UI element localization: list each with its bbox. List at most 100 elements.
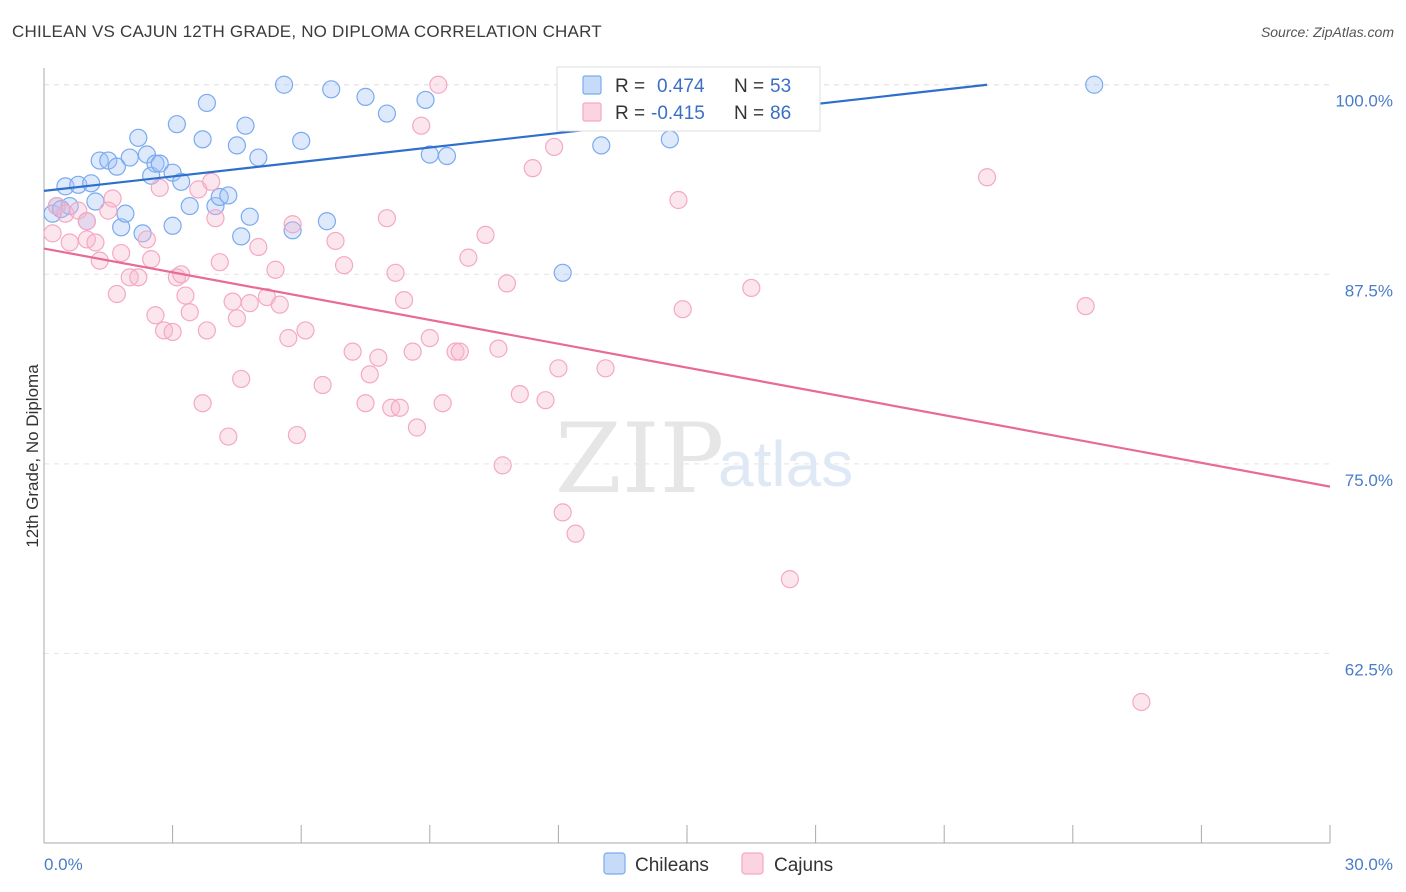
point-cajuns — [356, 394, 375, 413]
point-cajuns — [497, 274, 517, 293]
chart-title: CHILEAN VS CAJUN 12TH GRADE, NO DIPLOMA … — [12, 22, 602, 41]
point-chileans — [180, 196, 199, 216]
point-cajuns — [129, 268, 148, 287]
point-chileans — [283, 221, 302, 240]
bottom-legend-swatch-chileans — [603, 852, 626, 875]
point-cajuns — [742, 278, 761, 298]
point-chileans — [356, 87, 375, 106]
point-chileans — [197, 93, 216, 113]
point-cajuns — [107, 284, 126, 304]
point-chileans — [193, 130, 212, 149]
legend-swatch-cajuns — [582, 102, 602, 122]
point-chileans — [249, 148, 268, 167]
point-chileans — [227, 136, 246, 155]
legend-r-label-1: R = — [615, 76, 645, 97]
point-cajuns — [197, 321, 216, 340]
x-tick-label-min: 0.0% — [44, 855, 83, 874]
point-cajuns — [210, 253, 229, 272]
point-cajuns — [240, 294, 259, 313]
point-cajuns — [193, 394, 212, 413]
y-tick-label: 75.0% — [1345, 471, 1393, 490]
point-cajuns — [673, 300, 692, 319]
point-chileans — [112, 218, 131, 237]
point-cajuns — [1076, 297, 1095, 316]
point-chileans — [274, 75, 294, 94]
legend-r-label-2: R = — [615, 103, 645, 124]
point-chileans — [437, 146, 457, 166]
point-cajuns — [549, 359, 568, 378]
point-cajuns — [566, 524, 585, 543]
point-cajuns — [137, 230, 156, 249]
point-cajuns — [219, 427, 238, 446]
point-cajuns — [1132, 692, 1151, 712]
point-chileans — [163, 216, 182, 235]
point-cajuns — [283, 215, 302, 234]
point-chileans — [86, 192, 105, 211]
point-cajuns — [142, 250, 161, 269]
point-cajuns — [553, 503, 572, 522]
point-chileans — [120, 148, 139, 167]
point-cajuns — [377, 209, 397, 228]
point-chileans — [416, 90, 435, 110]
point-cajuns — [334, 256, 354, 275]
point-cajuns — [227, 309, 246, 328]
point-cajuns — [163, 322, 182, 342]
trend-line-cajuns — [43, 247, 1331, 488]
point-chileans — [129, 128, 148, 147]
point-cajuns — [386, 263, 405, 282]
point-chileans — [116, 204, 135, 223]
point-cajuns — [77, 212, 96, 231]
point-cajuns — [43, 224, 62, 243]
axes — [43, 68, 1331, 844]
point-cajuns — [390, 398, 409, 417]
watermark-zip: ZIP — [555, 403, 724, 515]
bottom-legend-cajuns: Cajuns — [774, 855, 833, 876]
x-tick-label-max: 30.0% — [1345, 855, 1393, 874]
point-cajuns — [523, 159, 542, 178]
point-cajuns — [180, 303, 199, 322]
legend-n-label-1: N = — [734, 76, 764, 97]
point-cajuns — [86, 233, 105, 252]
point-chileans — [150, 154, 169, 173]
bottom-legend: Chileans Cajuns — [603, 852, 833, 876]
legend-n-value-1: 53 — [770, 76, 791, 97]
point-cajuns — [360, 365, 379, 384]
point-cajuns — [433, 394, 452, 413]
trend-lines — [43, 83, 1331, 488]
point-cajuns — [270, 295, 289, 314]
point-chileans — [82, 174, 101, 193]
y-tick-label: 100.0% — [1335, 92, 1393, 111]
point-chileans — [172, 172, 191, 191]
point-cajuns — [780, 570, 799, 589]
point-cajuns — [206, 209, 225, 228]
point-cajuns — [489, 339, 508, 358]
point-cajuns — [249, 237, 268, 257]
point-cajuns — [977, 168, 997, 187]
point-chileans — [232, 227, 251, 246]
point-cajuns — [446, 342, 465, 361]
point-cajuns — [459, 248, 478, 267]
point-cajuns — [146, 306, 165, 325]
point-chileans — [167, 115, 186, 134]
y-axis-label: 12th Grade, No Diploma — [23, 364, 42, 548]
source-credit: Source: ZipAtlas.com — [1260, 24, 1394, 40]
point-chileans — [377, 104, 397, 123]
legend-r-value-2: -0.415 — [651, 103, 705, 124]
point-cajuns — [99, 201, 118, 220]
point-cajuns — [412, 116, 431, 135]
legend-n-label-2: N = — [734, 103, 764, 124]
point-cajuns — [223, 292, 242, 311]
point-cajuns — [493, 456, 512, 475]
legend-r-value-1: 0.474 — [657, 76, 705, 97]
point-chileans — [240, 207, 259, 226]
point-chileans — [107, 157, 126, 176]
point-cajuns — [403, 342, 422, 361]
point-cajuns — [510, 385, 529, 404]
point-chileans — [1085, 75, 1104, 94]
point-chileans — [317, 212, 337, 231]
y-tick-labels: 62.5% 75.0% 87.5% 100.0% — [1335, 92, 1393, 680]
y-tick-label: 87.5% — [1345, 281, 1393, 300]
point-chileans — [660, 130, 679, 149]
point-chileans — [292, 131, 311, 150]
bottom-legend-chileans: Chileans — [635, 855, 709, 876]
